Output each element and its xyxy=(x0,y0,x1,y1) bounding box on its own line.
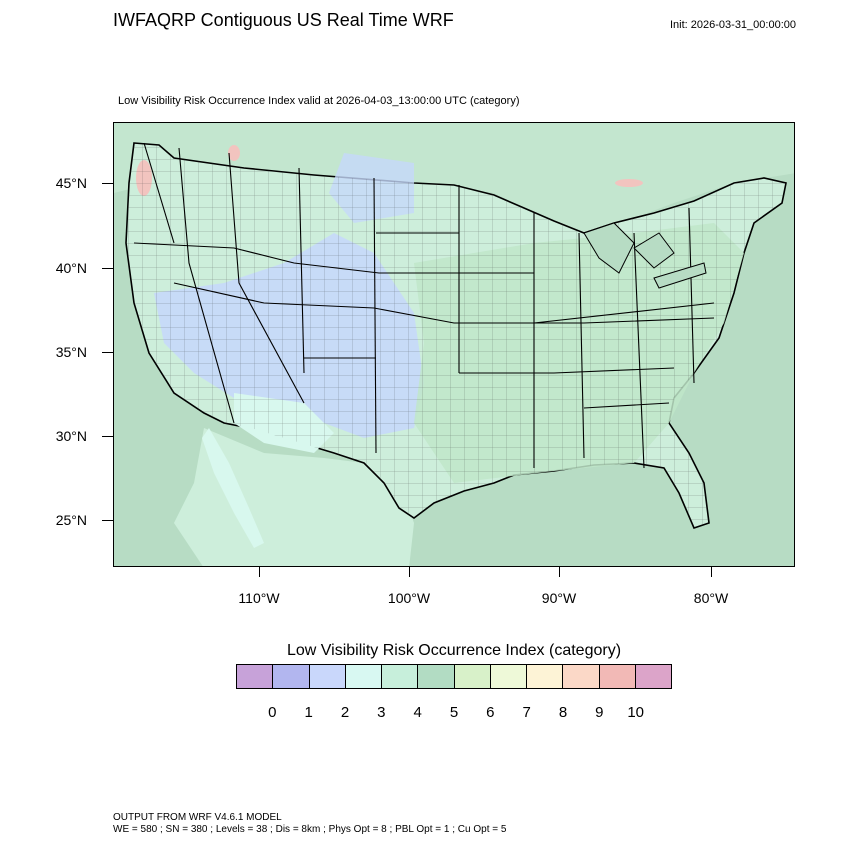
lon-label-90w: 90°W xyxy=(541,590,577,606)
lat-tick-30n xyxy=(102,436,113,437)
model-info-line1: OUTPUT FROM WRF V4.6.1 MODEL xyxy=(113,812,282,823)
legend-swatch-9 xyxy=(563,665,600,688)
model-info-line2: WE = 580 ; SN = 380 ; Levels = 38 ; Dis … xyxy=(113,824,507,835)
legend-color-bar xyxy=(236,664,672,689)
lat-label-30n: 30°N xyxy=(55,428,87,444)
legend-label-9: 9 xyxy=(595,704,604,721)
init-time: Init: 2026-03-31_00:00:00 xyxy=(670,19,796,31)
lat-label-45n: 45°N xyxy=(55,175,87,191)
lon-tick-80w xyxy=(711,567,712,577)
us-map xyxy=(114,123,794,566)
legend-swatch-6 xyxy=(454,665,491,688)
baja-peninsula xyxy=(202,428,264,548)
legend-swatch-10 xyxy=(599,665,636,688)
lat-tick-45n xyxy=(102,183,113,184)
legend-swatch-11 xyxy=(635,665,671,688)
legend-title: Low Visibility Risk Occurrence Index (ca… xyxy=(286,642,622,659)
lat-tick-35n xyxy=(102,352,113,353)
legend-label-7: 7 xyxy=(522,704,531,721)
great-lakes-michigan xyxy=(583,222,635,274)
state-boundaries xyxy=(133,142,715,469)
legend-label-5: 5 xyxy=(449,704,459,721)
legend-swatch-7 xyxy=(490,665,527,688)
pink-spot-canada xyxy=(615,179,643,187)
lat-tick-25n xyxy=(102,520,113,521)
legend-label-10: 10 xyxy=(627,704,644,721)
great-lakes-erie xyxy=(653,262,707,289)
legend-label-6: 6 xyxy=(486,704,495,721)
legend-label-1: 1 xyxy=(304,704,313,721)
chart-title: IWFAQRP Contiguous US Real Time WRF xyxy=(113,10,454,30)
pink-spot-idaho xyxy=(228,145,240,161)
lon-tick-100w xyxy=(409,567,410,577)
canada-land xyxy=(114,123,794,233)
legend-label-3: 3 xyxy=(377,704,386,721)
valid-time-subtitle: Low Visibility Risk Occurrence Index val… xyxy=(118,95,520,107)
legend-label-0: 0 xyxy=(268,704,277,721)
great-lakes-huron xyxy=(633,232,675,269)
lat-label-40n: 40°N xyxy=(55,260,87,276)
lat-label-25n: 25°N xyxy=(55,512,87,528)
legend-label-8: 8 xyxy=(558,704,568,721)
legend-swatch-1 xyxy=(273,665,310,688)
map-panel xyxy=(113,122,795,567)
lon-label-100w: 100°W xyxy=(387,590,431,606)
legend-swatch-4 xyxy=(382,665,419,688)
lon-tick-90w xyxy=(559,567,560,577)
legend-label-4: 4 xyxy=(413,704,422,721)
legend-swatch-0 xyxy=(237,665,274,688)
legend-swatch-2 xyxy=(309,665,346,688)
legend-swatch-3 xyxy=(345,665,382,688)
legend-label-2: 2 xyxy=(340,704,350,721)
lon-tick-110w xyxy=(259,567,260,577)
lon-label-80w: 80°W xyxy=(693,590,729,606)
mexico-land xyxy=(174,428,414,566)
legend-swatch-8 xyxy=(527,665,564,688)
lat-tick-40n xyxy=(102,268,113,269)
lat-label-35n: 35°N xyxy=(55,344,87,360)
lon-label-110w: 110°W xyxy=(238,590,280,606)
legend-swatch-5 xyxy=(418,665,455,688)
